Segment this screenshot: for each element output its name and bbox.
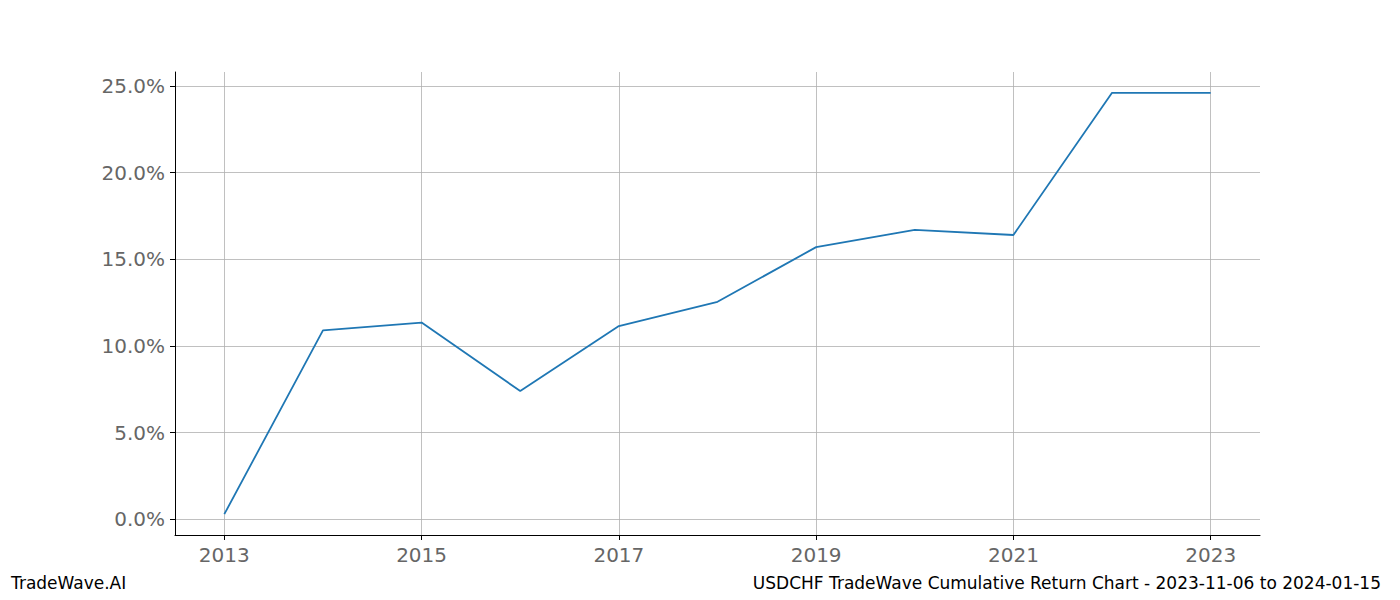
svg-text:2019: 2019 — [791, 543, 842, 567]
svg-text:USDCHF TradeWave Cumulative Re: USDCHF TradeWave Cumulative Return Chart… — [753, 573, 1381, 593]
svg-text:2017: 2017 — [593, 543, 644, 567]
svg-text:TradeWave.AI: TradeWave.AI — [10, 573, 126, 593]
svg-text:25.0%: 25.0% — [101, 74, 165, 98]
svg-text:2015: 2015 — [396, 543, 447, 567]
svg-text:20.0%: 20.0% — [101, 161, 165, 185]
svg-text:0.0%: 0.0% — [114, 507, 165, 531]
svg-text:15.0%: 15.0% — [101, 247, 165, 271]
svg-text:10.0%: 10.0% — [101, 334, 165, 358]
svg-text:2013: 2013 — [199, 543, 250, 567]
svg-text:2023: 2023 — [1185, 543, 1236, 567]
svg-text:5.0%: 5.0% — [114, 421, 165, 445]
svg-text:2021: 2021 — [988, 543, 1039, 567]
